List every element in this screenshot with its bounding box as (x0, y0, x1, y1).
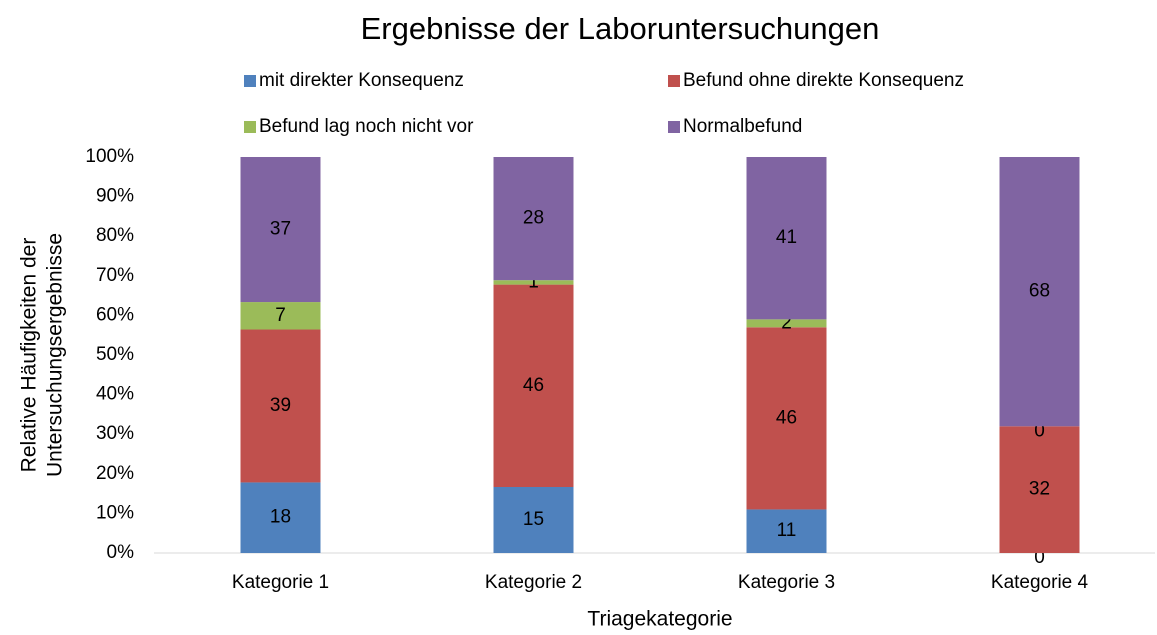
x-tick-label: Kategorie 4 (991, 572, 1089, 593)
chart-title: Ergebnisse der Laboruntersuchungen (361, 11, 880, 46)
y-tick-label: 10% (96, 502, 134, 523)
bar-segment (240, 329, 321, 483)
data-label: 37 (270, 219, 291, 240)
legend-swatch (668, 75, 680, 87)
legend-label: Befund ohne direkte Konsequenz (683, 70, 964, 91)
data-label: 41 (776, 227, 797, 248)
bar-segment (493, 157, 574, 281)
legend-label: mit direkter Konsequenz (259, 70, 464, 91)
bar-segment (999, 426, 1080, 553)
y-axis-title: Untersuchungsergebnisse (44, 233, 67, 477)
data-label: 46 (523, 375, 544, 396)
bar-segment (746, 509, 827, 553)
data-label: 32 (1029, 479, 1050, 500)
bar-segment (240, 157, 321, 303)
bar-segment (746, 327, 827, 510)
y-tick-label: 100% (85, 146, 134, 167)
data-label: 7 (275, 305, 286, 326)
legend-label: Befund lag noch nicht vor (259, 116, 474, 137)
bar-segment (999, 157, 1080, 427)
data-label: 15 (523, 509, 544, 530)
y-tick-label: 0% (107, 542, 135, 563)
y-tick-label: 60% (96, 304, 134, 325)
legend-swatch (244, 121, 256, 133)
x-tick-label: Kategorie 2 (485, 572, 582, 593)
bar-segment (746, 157, 827, 320)
data-label: 46 (776, 407, 797, 428)
data-label: 28 (523, 208, 544, 229)
bar-segment (493, 280, 574, 285)
y-tick-label: 70% (96, 265, 134, 286)
legend-swatch (244, 75, 256, 87)
y-axis-title: Relative Häufigkeiten der (18, 238, 41, 473)
y-tick-label: 80% (96, 225, 134, 246)
data-label: 0 (1034, 547, 1045, 568)
y-tick-label: 40% (96, 384, 134, 405)
y-tick-label: 30% (96, 423, 134, 444)
bar-segment (493, 487, 574, 553)
data-label: 1 (528, 271, 539, 292)
bar-segment (493, 284, 574, 487)
data-label: 68 (1029, 281, 1050, 302)
bar-segment (746, 319, 827, 328)
legend-swatch (668, 121, 680, 133)
legend-label: Normalbefund (683, 116, 802, 137)
data-label: 0 (1034, 420, 1045, 441)
y-tick-label: 50% (96, 344, 134, 365)
x-tick-label: Kategorie 1 (232, 572, 329, 593)
x-axis-title: Triagekategorie (587, 608, 732, 631)
data-label: 11 (777, 520, 797, 541)
bar-segment (240, 482, 321, 553)
bar-segment (240, 302, 321, 330)
y-tick-label: 20% (96, 463, 134, 484)
data-label: 39 (270, 395, 291, 416)
x-tick-label: Kategorie 3 (738, 572, 835, 593)
data-label: 18 (270, 507, 291, 528)
data-label: 2 (781, 312, 792, 333)
y-tick-label: 90% (96, 186, 134, 207)
